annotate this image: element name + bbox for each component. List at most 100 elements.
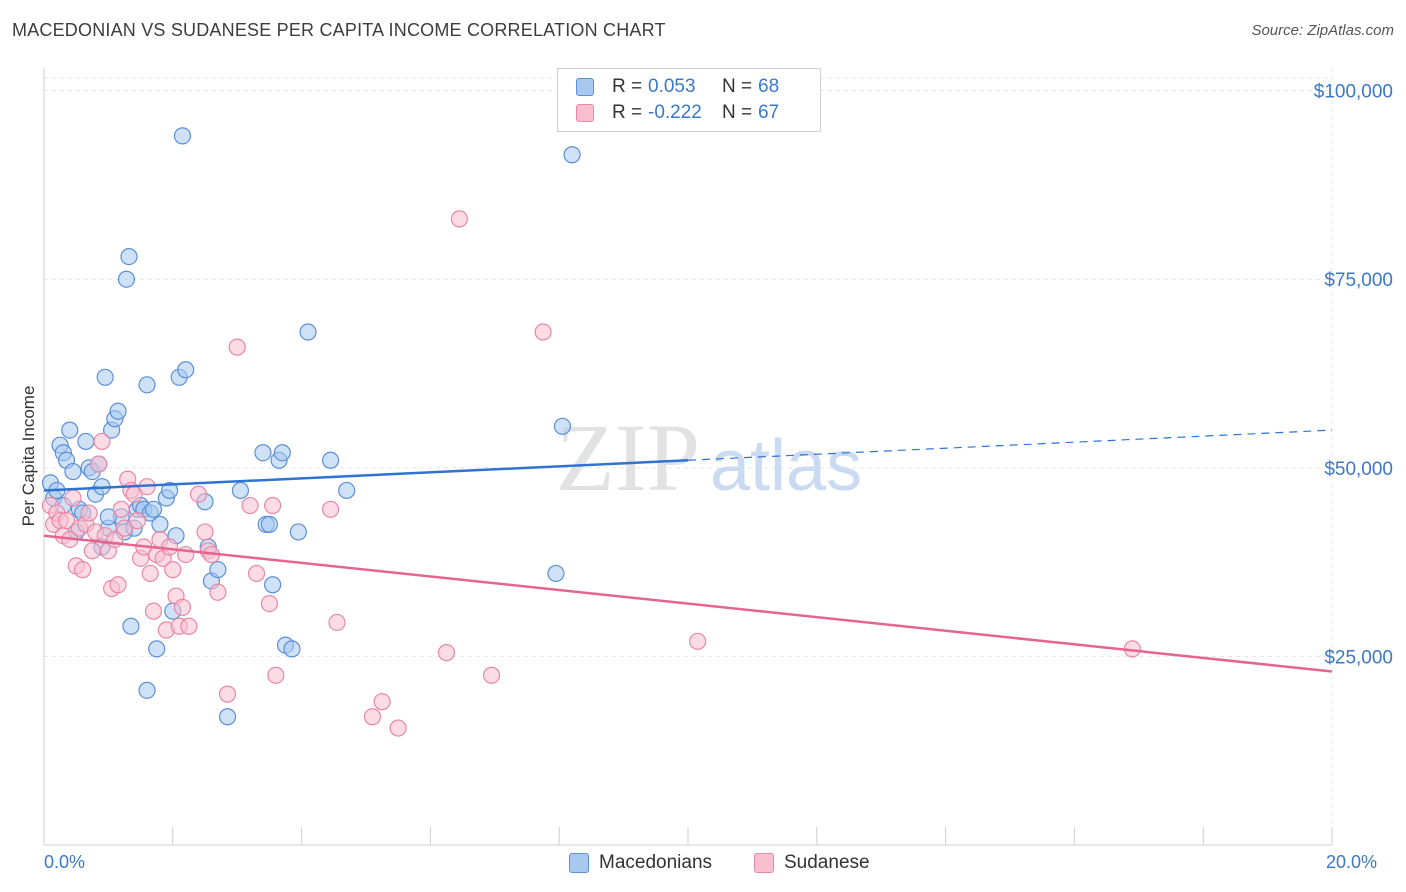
data-point: [338, 481, 356, 500]
data-point: [99, 508, 118, 526]
legend-item-macedonians[interactable]: Macedonians: [569, 852, 712, 874]
data-point: [112, 500, 130, 518]
n-value: 67: [758, 102, 780, 123]
data-point: [209, 561, 227, 579]
sudanese-points: [41, 210, 1141, 737]
r-value: 0.053: [648, 76, 696, 97]
y-tick-label: $100,000: [1314, 82, 1393, 103]
data-point: [64, 489, 82, 507]
data-point: [260, 515, 278, 533]
data-point: [164, 561, 182, 579]
data-point: [260, 595, 278, 613]
data-point: [144, 500, 163, 518]
watermark-atlas: atlas: [710, 426, 862, 506]
x-tick-label-left: 0.0%: [44, 852, 86, 872]
data-point: [689, 632, 707, 650]
data-point: [289, 523, 307, 541]
trend-lines: [43, 429, 1333, 673]
series-legend: Macedonians Sudanese: [0, 852, 1406, 878]
data-point: [254, 444, 272, 462]
data-point: [267, 666, 285, 684]
data-point: [120, 247, 138, 266]
data-point: [437, 644, 456, 662]
r-label: R =: [612, 76, 643, 97]
y-axis-title: Per Capita Income: [19, 386, 38, 527]
data-point: [547, 564, 565, 583]
data-point: [109, 576, 127, 594]
data-point: [160, 538, 179, 556]
data-point: [189, 485, 208, 503]
macedonians-swatch: [576, 78, 594, 96]
watermark: ZIP atlas: [556, 404, 862, 511]
data-point: [96, 368, 114, 386]
data-point: [128, 512, 146, 530]
watermark-zip: ZIP: [556, 404, 700, 511]
axes: [43, 68, 1333, 846]
data-point: [534, 323, 552, 341]
x-tick-label-right: 20.0%: [1326, 852, 1378, 872]
data-point: [90, 455, 108, 473]
n-value: 68: [758, 76, 780, 97]
data-point: [122, 617, 140, 635]
data-point: [563, 146, 581, 164]
sudanese-swatch: [576, 104, 594, 122]
n-label: N =: [722, 76, 753, 97]
data-point: [264, 496, 282, 515]
data-point: [57, 512, 76, 530]
legend-item-sudanese[interactable]: Sudanese: [754, 852, 870, 874]
data-point: [138, 376, 156, 394]
data-point: [93, 432, 111, 451]
y-tick-label: $25,000: [1324, 647, 1393, 668]
data-point: [138, 681, 156, 699]
data-point: [328, 613, 346, 632]
r-label: R =: [612, 102, 643, 123]
data-point: [209, 583, 227, 601]
data-point: [321, 500, 340, 518]
data-point: [228, 338, 246, 356]
data-point: [160, 481, 179, 500]
data-point: [115, 519, 134, 537]
data-point: [144, 602, 163, 620]
data-point: [450, 210, 468, 228]
data-point: [151, 515, 169, 533]
data-point: [196, 523, 214, 541]
data-point: [117, 270, 136, 288]
correlation-legend: R = 0.053 N = 68 R = -0.222 N = 67: [557, 68, 821, 132]
data-point: [363, 708, 382, 726]
data-point: [109, 402, 127, 420]
y-tick-labels: $25,000 $50,000 $75,000 $100,000: [1314, 82, 1393, 669]
data-point: [231, 481, 250, 500]
macedonians-trend-extension: [687, 429, 1333, 461]
data-point: [247, 564, 266, 583]
data-point: [389, 719, 407, 737]
legend-label-sudanese: Sudanese: [784, 852, 870, 873]
data-point: [321, 451, 340, 469]
macedonians-trend-line: [43, 459, 689, 492]
data-point: [148, 640, 166, 658]
data-point: [241, 496, 259, 515]
data-point: [283, 640, 301, 658]
r-value: -0.222: [648, 102, 702, 123]
data-point: [553, 417, 572, 435]
data-point: [180, 617, 198, 635]
data-point: [273, 444, 291, 462]
data-point: [61, 421, 79, 439]
y-tick-label: $75,000: [1324, 270, 1393, 291]
data-point: [80, 504, 98, 522]
data-point: [64, 462, 82, 481]
macedonians-legend-swatch: [569, 853, 589, 873]
data-point: [141, 564, 159, 583]
y-tick-label: $50,000: [1324, 459, 1393, 480]
legend-row-macedonians: R = 0.053 N = 68: [576, 75, 779, 99]
data-point: [177, 361, 195, 379]
data-point: [77, 432, 95, 451]
data-point: [74, 561, 92, 579]
macedonians-points: [41, 127, 581, 726]
data-point: [218, 708, 237, 726]
legend-row-sudanese: R = -0.222 N = 67: [576, 101, 779, 125]
sudanese-legend-swatch: [754, 853, 774, 873]
data-point: [482, 666, 501, 684]
source-label: Source: ZipAtlas.com: [1251, 22, 1394, 39]
chart-title: MACEDONIAN VS SUDANESE PER CAPITA INCOME…: [12, 20, 666, 40]
